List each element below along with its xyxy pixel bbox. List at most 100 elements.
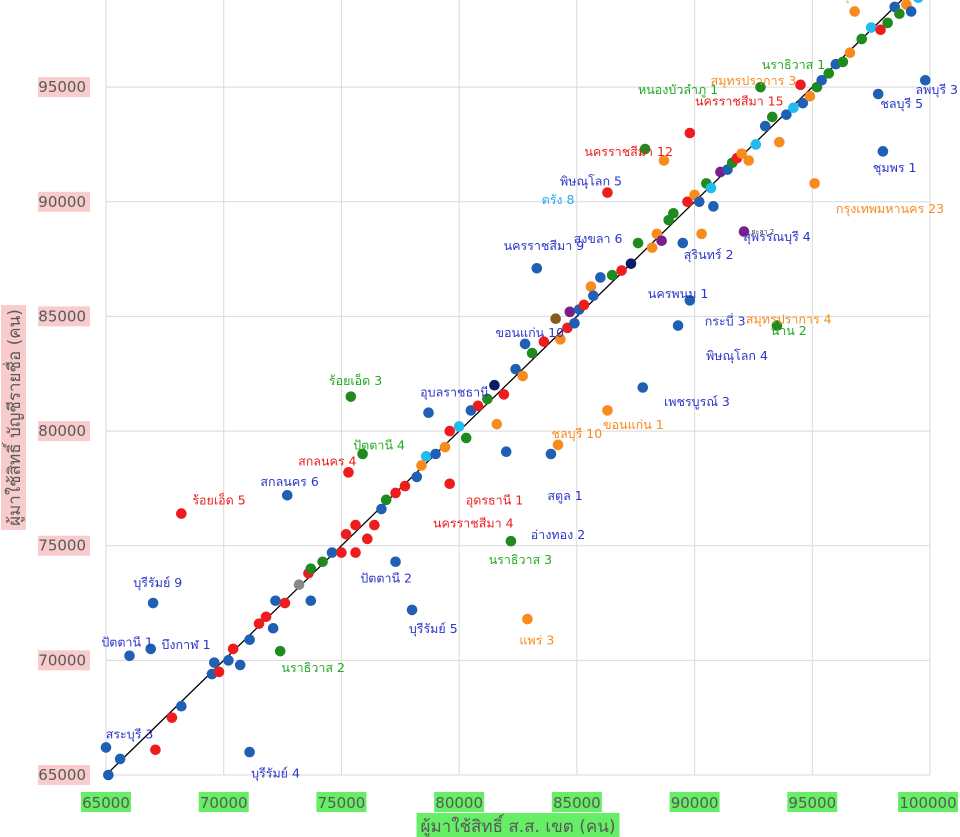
data-point xyxy=(682,196,693,208)
x-tick-label: 100000 xyxy=(899,794,956,812)
data-point xyxy=(244,634,255,646)
point-label: สมุทรปราการ 4 xyxy=(746,311,832,327)
data-point xyxy=(390,556,401,568)
data-point xyxy=(317,556,328,568)
data-point xyxy=(658,155,670,166)
data-point xyxy=(639,143,651,155)
point-label: ชลบุรี 10 xyxy=(552,426,603,442)
data-point xyxy=(595,272,606,283)
point-label: นราธิวาส 3 xyxy=(489,552,553,567)
point-label: บุรีรัมย์ 5 xyxy=(409,621,458,637)
data-point xyxy=(103,769,114,781)
data-point xyxy=(797,97,809,109)
data-point xyxy=(430,448,441,460)
x-tick-background xyxy=(669,792,720,812)
data-point xyxy=(505,535,517,547)
data-point xyxy=(305,563,317,574)
data-point xyxy=(693,196,705,208)
y-tick-background xyxy=(38,306,90,327)
point-label: สงขลา 6 xyxy=(574,231,623,246)
y-tick-label: 95000 xyxy=(38,78,86,96)
data-point xyxy=(672,320,684,331)
data-point xyxy=(625,258,637,269)
data-point xyxy=(809,178,820,189)
point-label: กรุงเทพมหานคร 23 xyxy=(836,201,944,217)
data-point xyxy=(411,471,423,483)
data-point xyxy=(919,74,931,86)
data-point xyxy=(489,379,500,391)
point-labels: สระบุรี 3 ปัตตานี 1 บึงกาฬ 1 บุรีรัมย์ 9 ร้อ… xyxy=(101,0,958,781)
data-point xyxy=(420,450,432,462)
data-point xyxy=(340,528,352,540)
data-point xyxy=(750,139,762,150)
data-point xyxy=(602,405,613,416)
x-tick-label: 85000 xyxy=(553,794,601,812)
data-point xyxy=(472,400,484,412)
data-point xyxy=(305,595,317,607)
y-axis-title: ผู้มาใช้สิทธิ์ บัญชีรายชื่อ (คน) xyxy=(2,309,25,526)
data-point xyxy=(253,618,265,629)
data-point xyxy=(905,6,917,17)
data-point xyxy=(766,111,778,123)
data-point xyxy=(736,148,747,159)
reference-line xyxy=(105,0,903,776)
data-point xyxy=(774,136,785,148)
y-tick-label: 75000 xyxy=(38,537,86,555)
x-tick-label: 90000 xyxy=(671,794,719,812)
data-point xyxy=(114,753,126,765)
data-point xyxy=(552,439,564,451)
x-tick-background xyxy=(551,792,602,812)
y-tick-label: 65000 xyxy=(38,766,86,784)
data-point xyxy=(150,744,161,756)
data-point xyxy=(439,441,451,453)
data-point xyxy=(500,446,512,458)
point-label: สกลนคร 4 xyxy=(298,453,356,468)
data-point xyxy=(234,659,246,671)
point-label: ขอนแก่น 10 xyxy=(495,325,564,340)
x-tick-background xyxy=(434,792,485,812)
data-point xyxy=(380,494,392,506)
y-tick-background xyxy=(38,77,90,98)
data-points xyxy=(100,0,931,781)
data-point xyxy=(875,24,886,36)
data-point xyxy=(350,519,361,531)
data-point xyxy=(519,338,531,350)
point-label: ตรัง 8 xyxy=(542,192,575,207)
point-label: นครพนม 1 xyxy=(648,286,709,301)
point-label: พิษณุโลก 5 xyxy=(560,174,622,190)
point-label: สุรินทร์ 2 xyxy=(684,247,734,263)
x-axis-ticks: 65000 70000 75000 80000 85000 90000 95000 10000… xyxy=(81,792,958,812)
data-point xyxy=(260,611,272,623)
y-tick-background xyxy=(38,765,90,785)
data-point xyxy=(281,489,293,501)
x-tick-label: 70000 xyxy=(200,794,248,812)
small-point-label: ยะลา 2 xyxy=(751,228,774,236)
data-point xyxy=(684,295,696,306)
point-label: นครราชสีมา 9 xyxy=(504,238,585,253)
data-point xyxy=(498,389,510,400)
data-point xyxy=(526,347,538,359)
y-tick-background xyxy=(38,191,90,212)
point-label: ชลบุรี 5 xyxy=(880,96,923,112)
point-label: ร้อยเอ็ด 5 xyxy=(192,492,245,507)
y-axis-ticks: 65000 70000 75000 80000 85000 90000 95000 xyxy=(38,77,90,785)
x-tick-label: 95000 xyxy=(788,794,836,812)
point-label: บุรีรัมย์ 9 xyxy=(133,575,182,591)
data-point xyxy=(578,299,590,311)
data-point xyxy=(491,418,503,430)
data-point xyxy=(522,613,533,625)
x-axis-title: ผู้มาใช้สิทธิ์ ส.ส. เขต (คน) xyxy=(420,814,615,837)
point-label: กรุงเทพมหานค xyxy=(835,0,917,4)
data-point xyxy=(823,68,835,79)
point-label: อ่างทอง 2 xyxy=(531,527,585,542)
data-point xyxy=(844,47,856,59)
data-point xyxy=(877,146,889,157)
point-label: อุบลราชธานี xyxy=(420,385,489,401)
y-tick-label: 85000 xyxy=(38,307,86,325)
x-tick-label: 80000 xyxy=(435,794,483,812)
data-point xyxy=(208,657,220,668)
data-point xyxy=(606,269,618,281)
data-point xyxy=(804,91,816,102)
data-point xyxy=(759,120,771,132)
